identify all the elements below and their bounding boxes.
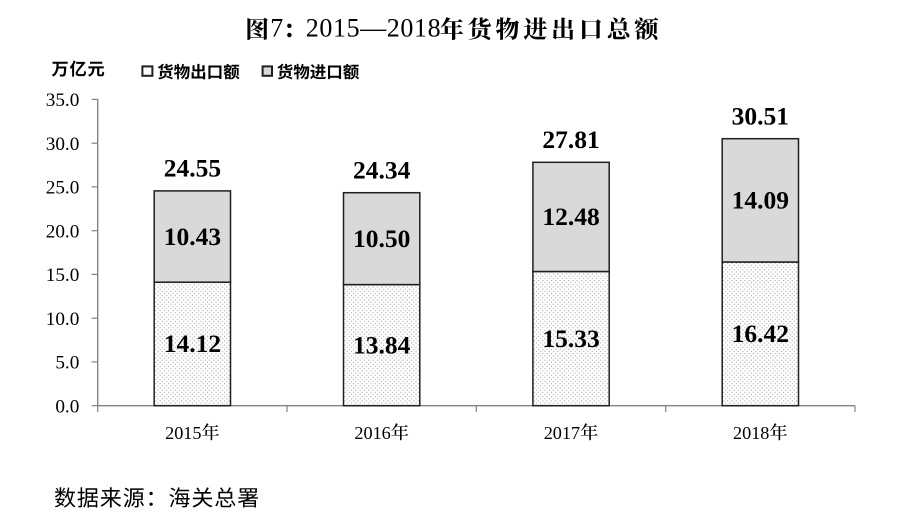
- svg-text:1: 1: [333, 14, 346, 43]
- svg-text:10.50: 10.50: [353, 224, 410, 253]
- svg-text:2015: 2015: [165, 423, 201, 443]
- svg-text:15.33: 15.33: [542, 324, 599, 353]
- svg-text:25.0: 25.0: [46, 178, 80, 199]
- svg-text:10.0: 10.0: [46, 309, 80, 330]
- svg-text:0: 0: [400, 14, 413, 43]
- svg-text:30.51: 30.51: [732, 101, 789, 130]
- svg-text:24.34: 24.34: [353, 155, 411, 184]
- svg-text:2: 2: [387, 14, 400, 43]
- svg-text:5.0: 5.0: [55, 353, 79, 374]
- svg-text:7: 7: [270, 14, 283, 43]
- svg-text:2018: 2018: [733, 423, 769, 443]
- svg-text:12.48: 12.48: [542, 202, 599, 231]
- svg-text:14.12: 14.12: [164, 329, 221, 358]
- svg-text:2: 2: [306, 14, 319, 43]
- svg-text:2016: 2016: [354, 423, 390, 443]
- svg-text:16.42: 16.42: [732, 319, 789, 348]
- svg-text:2017: 2017: [544, 423, 580, 443]
- svg-text:27.81: 27.81: [542, 125, 599, 154]
- svg-text:8: 8: [428, 14, 441, 43]
- svg-text:14.09: 14.09: [732, 186, 789, 215]
- svg-text:1: 1: [414, 14, 427, 43]
- svg-text:13.84: 13.84: [353, 330, 411, 359]
- svg-text:35.0: 35.0: [46, 90, 80, 111]
- svg-text:15.0: 15.0: [46, 265, 80, 286]
- svg-text:20.0: 20.0: [46, 222, 80, 243]
- svg-text:24.55: 24.55: [164, 154, 221, 183]
- svg-text:10.43: 10.43: [164, 222, 221, 251]
- svg-text:30.0: 30.0: [46, 134, 80, 155]
- svg-text:0.0: 0.0: [55, 397, 79, 418]
- svg-text:—: —: [359, 14, 387, 43]
- svg-text:0: 0: [319, 14, 332, 43]
- svg-text:5: 5: [347, 14, 360, 43]
